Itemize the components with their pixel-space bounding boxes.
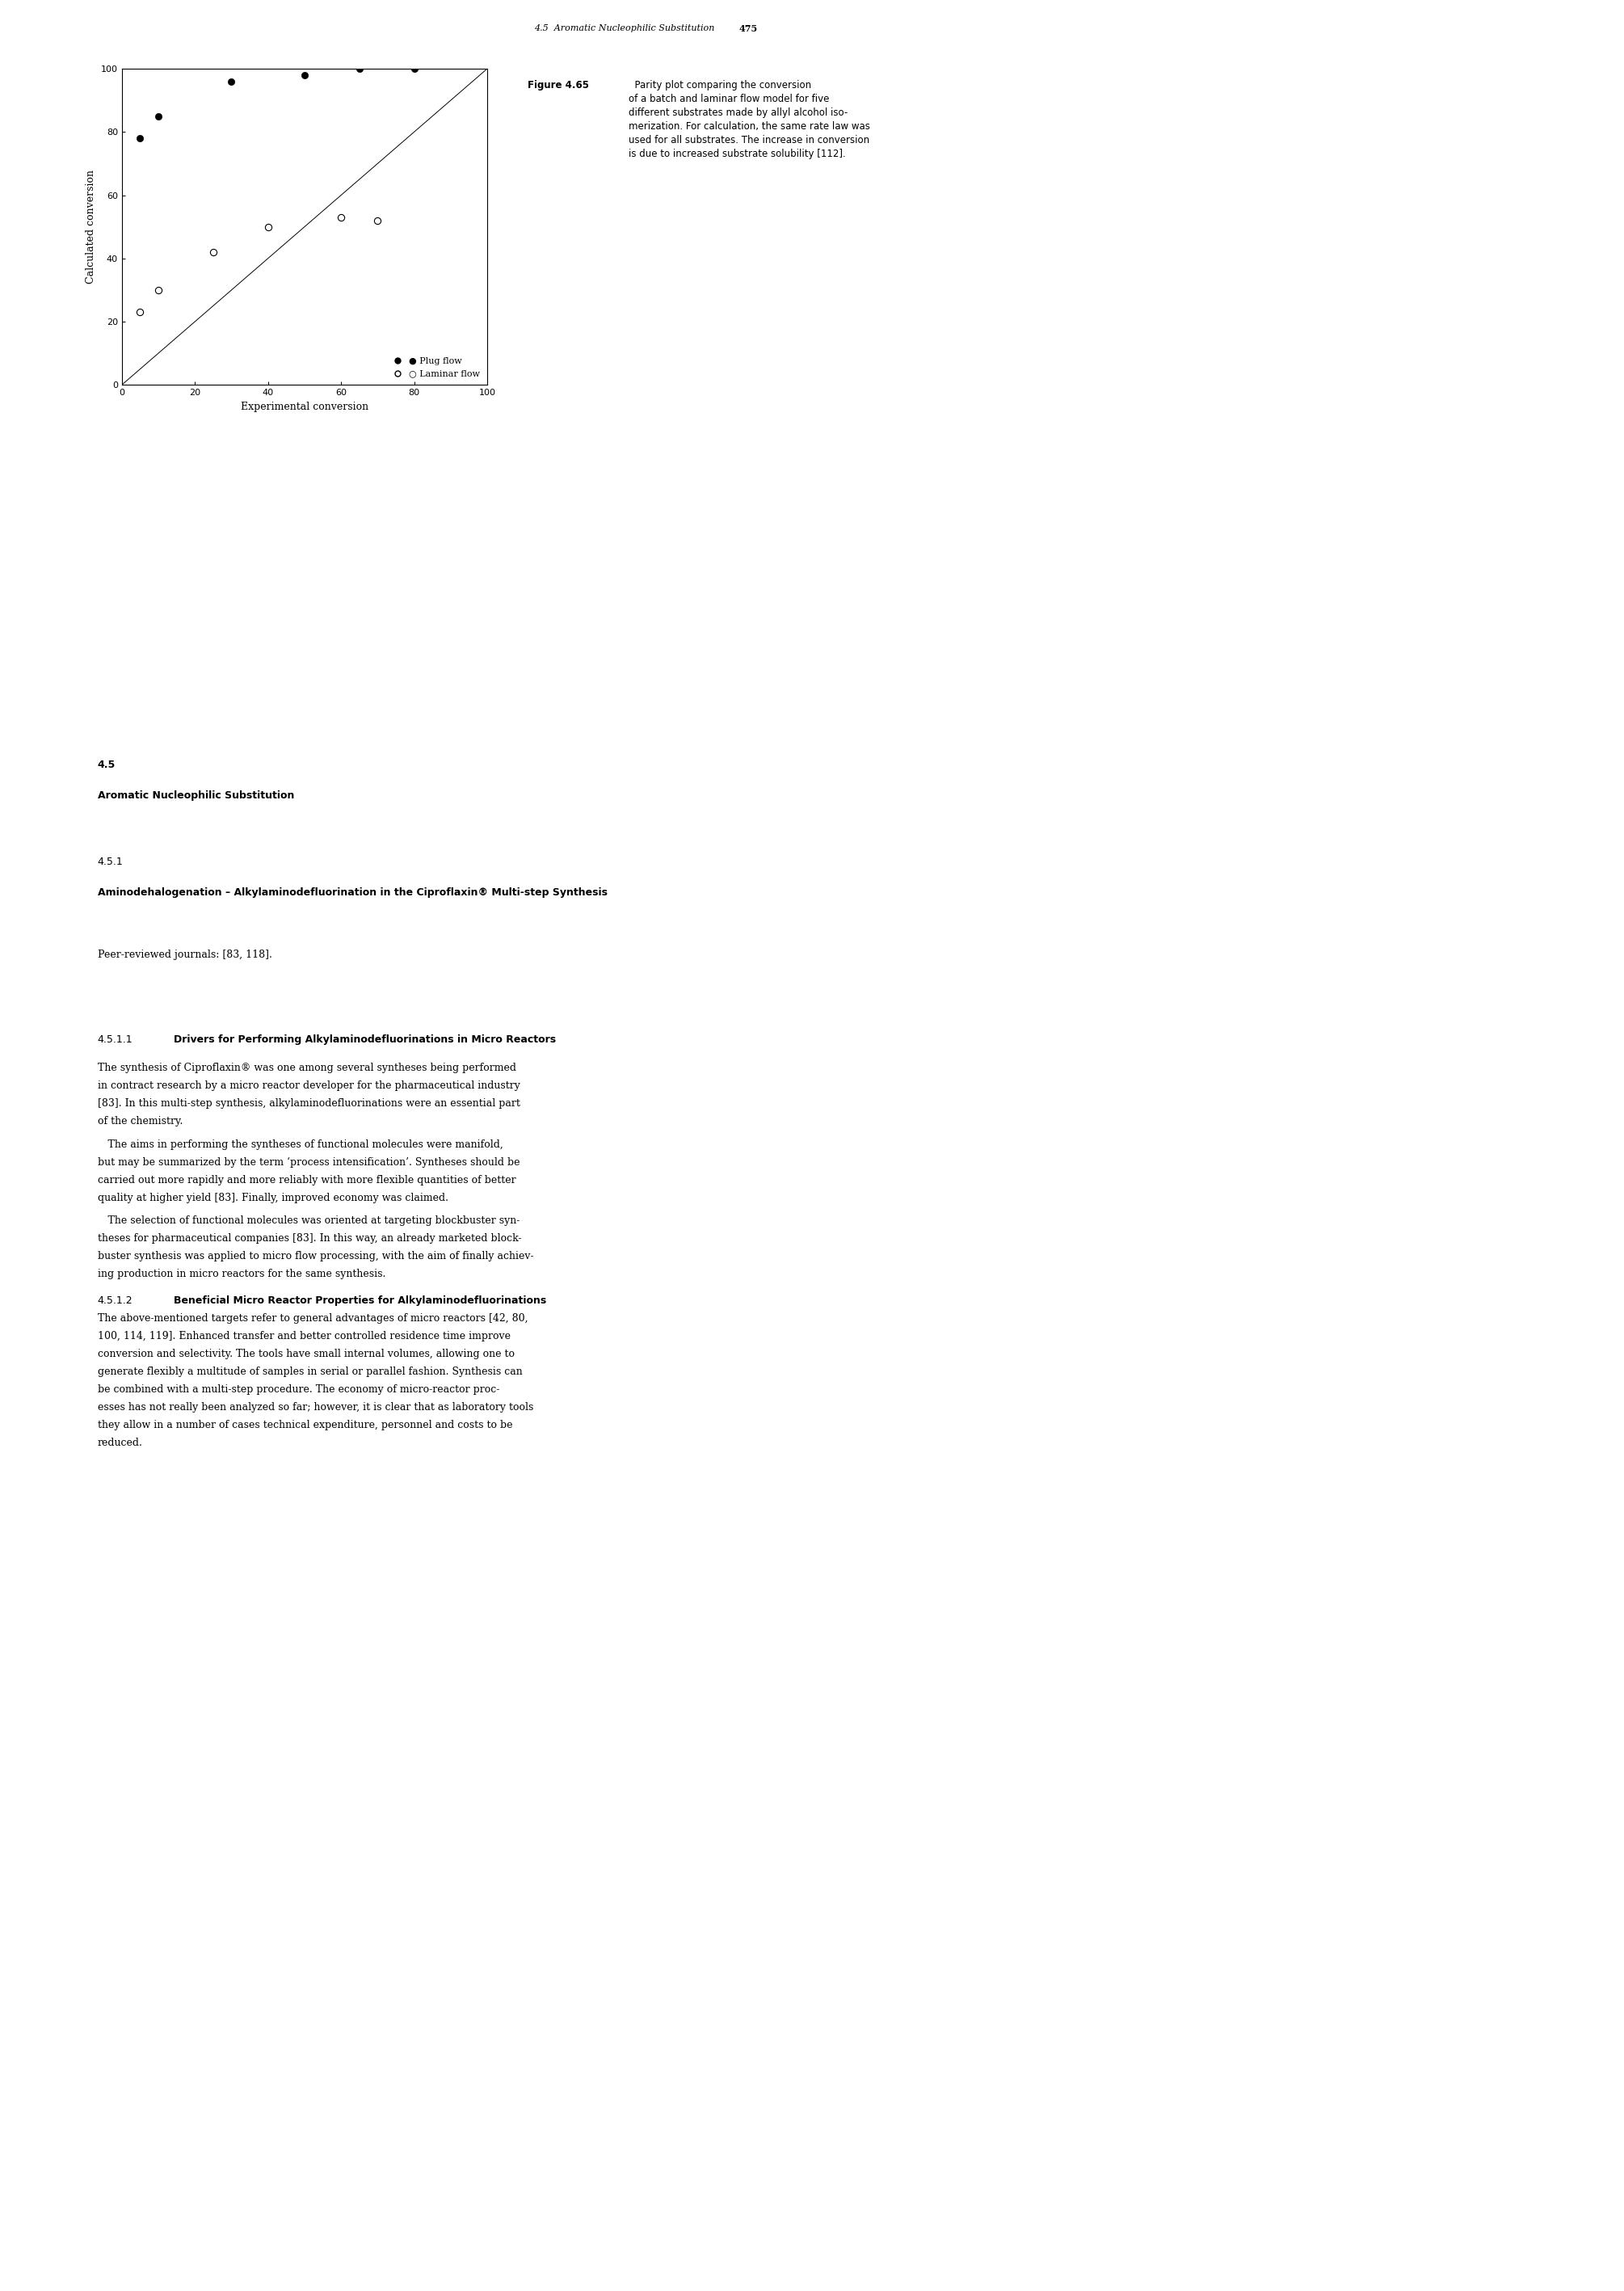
Text: 4.5.1: 4.5.1 (97, 857, 123, 866)
Point (346, 50, 372, 87)
Text: 475: 475 (739, 23, 758, 32)
Text: Beneficial Micro Reactor Properties for Alkylaminodefluorinations: Beneficial Micro Reactor Properties for … (174, 1297, 546, 1306)
Text: in contract research by a micro reactor developer for the pharmaceutical industr: in contract research by a micro reactor … (97, 1081, 520, 1091)
Text: 100, 114, 119]. Enhanced transfer and better controlled residence time improve: 100, 114, 119]. Enhanced transfer and be… (97, 1331, 510, 1343)
Text: The above-mentioned targets refer to general advantages of micro reactors [42, 8: The above-mentioned targets refer to gen… (97, 1313, 528, 1324)
Text: Aromatic Nucleophilic Substitution: Aromatic Nucleophilic Substitution (97, 790, 294, 802)
Text: Aminodehalogenation – Alkylaminodefluorination in the Ciproflaxin® Multi-step Sy: Aminodehalogenation – Alkylaminodefluori… (97, 887, 607, 898)
Text: reduced.: reduced. (97, 1439, 143, 1448)
Text: The synthesis of Ciproflaxin® was one among several syntheses being performed: The synthesis of Ciproflaxin® was one am… (97, 1063, 516, 1072)
Point (146, 99, 171, 135)
Point (127, 119, 153, 156)
Text: quality at higher yield [83]. Finally, improved economy was claimed.: quality at higher yield [83]. Finally, i… (97, 1191, 448, 1203)
Text: generate flexibly a multitude of samples in serial or parallel fashion. Synthesi: generate flexibly a multitude of samples… (97, 1368, 523, 1377)
Text: esses has not really been analyzed so far; however, it is clear that as laborato: esses has not really been analyzed so fa… (97, 1402, 533, 1414)
Text: carried out more rapidly and more reliably with more flexible quantities of bett: carried out more rapidly and more reliab… (97, 1175, 516, 1184)
Text: theses for pharmaceutical companies [83]. In this way, an already marketed block: theses for pharmaceutical companies [83]… (97, 1233, 521, 1244)
X-axis label: Experimental conversion: Experimental conversion (240, 401, 369, 412)
Legend: ● Plug flow, ○ Laminar flow: ● Plug flow, ○ Laminar flow (385, 355, 482, 380)
Text: of the chemistry.: of the chemistry. (97, 1116, 182, 1127)
Text: Peer-reviewed journals: [83, 118].: Peer-reviewed journals: [83, 118]. (97, 948, 271, 960)
Point (200, 234, 226, 270)
Text: Figure 4.65: Figure 4.65 (528, 80, 590, 92)
Point (401, 50, 427, 87)
Text: be combined with a multi-step procedure. The economy of micro-reactor proc-: be combined with a multi-step procedure.… (97, 1384, 499, 1395)
Point (364, 202, 390, 238)
Text: [83]. In this multi-step synthesis, alkylaminodefluorinations were an essential : [83]. In this multi-step synthesis, alky… (97, 1097, 520, 1109)
Point (146, 273, 171, 309)
Text: buster synthesis was applied to micro flow processing, with the aim of finally a: buster synthesis was applied to micro fl… (97, 1251, 533, 1262)
Text: 4.5  Aromatic Nucleophilic Substitution: 4.5 Aromatic Nucleophilic Substitution (534, 23, 715, 32)
Point (127, 293, 153, 330)
Point (218, 64, 244, 101)
Point (292, 57, 318, 94)
Text: 4.5: 4.5 (97, 761, 115, 770)
Text: 4.5.1.1: 4.5.1.1 (97, 1033, 133, 1045)
Text: 4.5.1.2: 4.5.1.2 (97, 1297, 133, 1306)
Y-axis label: Calculated conversion: Calculated conversion (86, 170, 96, 284)
Text: ing production in micro reactors for the same synthesis.: ing production in micro reactors for the… (97, 1269, 385, 1278)
Text: The selection of functional molecules was oriented at targeting blockbuster syn-: The selection of functional molecules wa… (97, 1217, 520, 1226)
Text: Drivers for Performing Alkylaminodefluorinations in Micro Reactors: Drivers for Performing Alkylaminodefluor… (174, 1033, 555, 1045)
Point (255, 208, 281, 245)
Text: The aims in performing the syntheses of functional molecules were manifold,: The aims in performing the syntheses of … (97, 1139, 503, 1150)
Text: conversion and selectivity. The tools have small internal volumes, allowing one : conversion and selectivity. The tools ha… (97, 1349, 515, 1359)
Text: they allow in a number of cases technical expenditure, personnel and costs to be: they allow in a number of cases technica… (97, 1420, 512, 1430)
Text: but may be summarized by the term ‘process intensification’. Syntheses should be: but may be summarized by the term ‘proce… (97, 1157, 520, 1168)
Point (328, 199, 354, 236)
Text: Parity plot comparing the conversion
of a batch and laminar flow model for five
: Parity plot comparing the conversion of … (628, 80, 870, 160)
